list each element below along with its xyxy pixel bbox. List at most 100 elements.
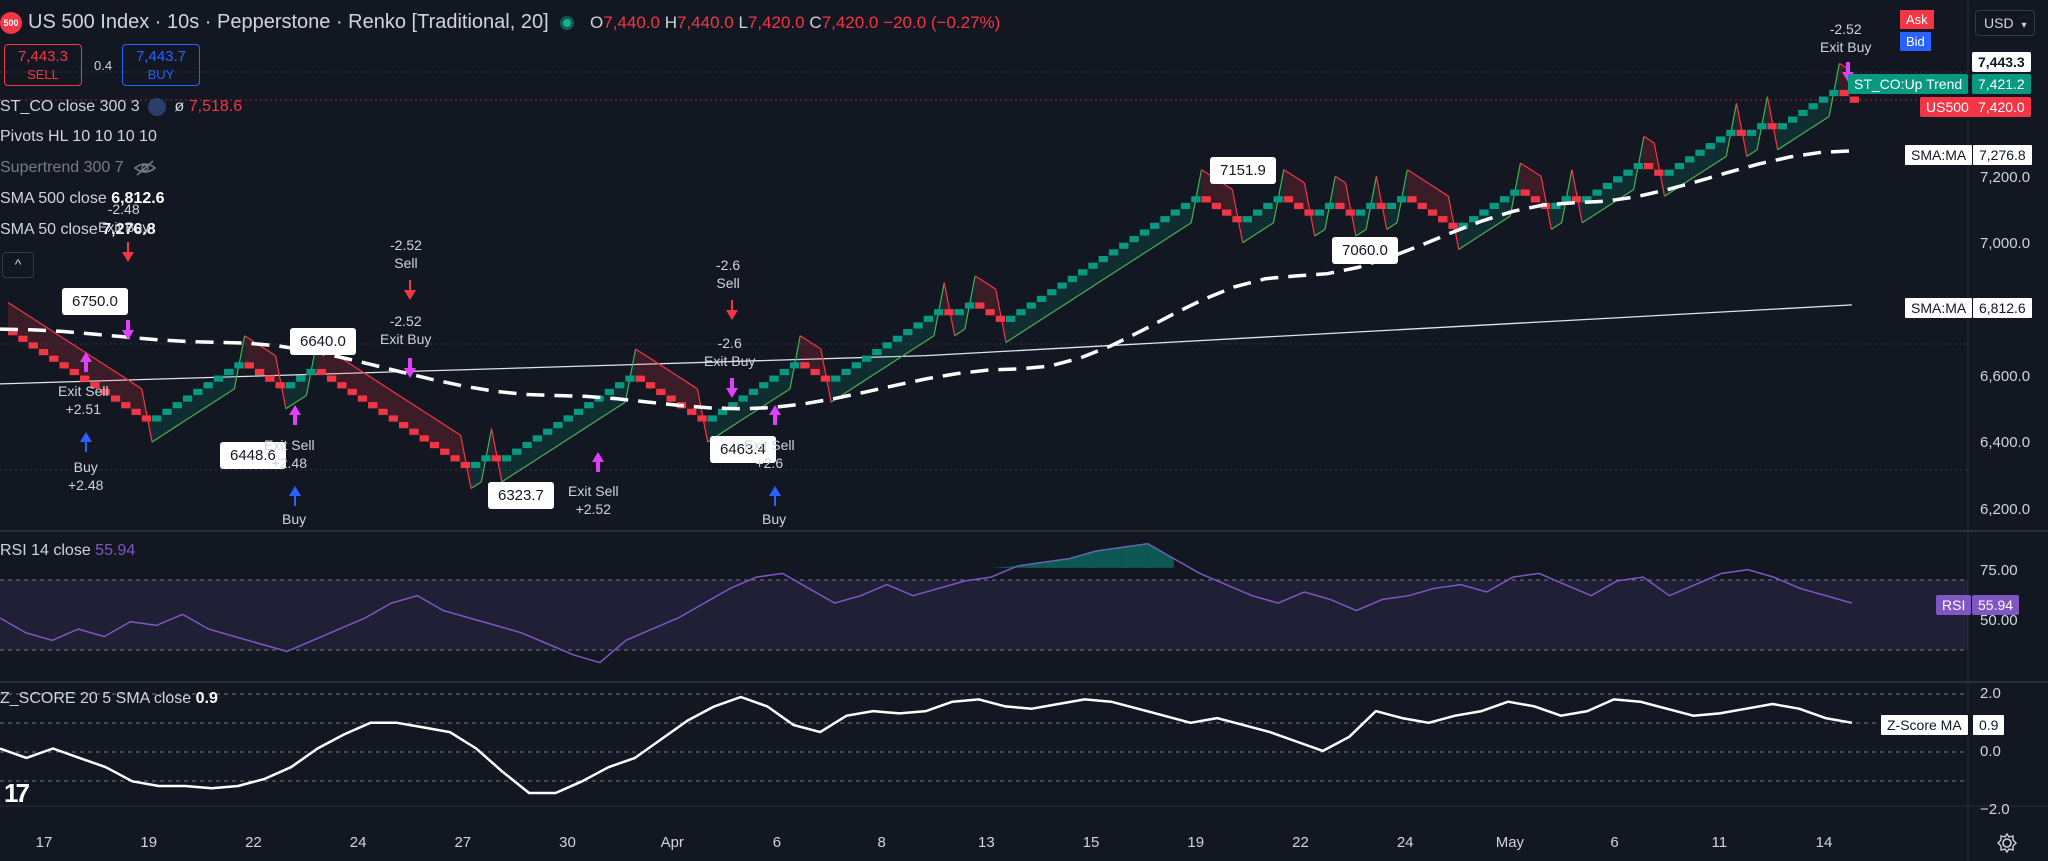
time-tick[interactable]: 22: [245, 834, 262, 851]
symbol-logo[interactable]: 500: [0, 12, 22, 34]
supertrend-fill-segment: [1407, 169, 1418, 203]
supertrend-segment: [1170, 228, 1182, 237]
renko-brick-up: [769, 375, 779, 382]
tradingview-logo-icon[interactable]: 17: [4, 778, 30, 808]
supertrend-fill-segment: [265, 348, 276, 383]
supertrend-segment: [285, 401, 297, 410]
renko-brick-up: [872, 348, 882, 356]
supertrend-fill-segment: [1530, 169, 1542, 203]
supertrend-fill-segment: [656, 362, 667, 396]
renko-brick-down: [645, 382, 656, 389]
supertrend-segment: [151, 434, 163, 443]
renko-brick-up: [1582, 196, 1592, 203]
renko-brick-down: [1427, 209, 1438, 216]
supertrend-segment: [1077, 288, 1089, 297]
zscore-pane-name: Z_SCORE 20 5 SMA close: [0, 690, 192, 707]
legend-sma500[interactable]: SMA 500 close 6,812.6: [0, 190, 165, 208]
supertrend-fill-segment: [707, 415, 718, 442]
time-tick[interactable]: 14: [1815, 834, 1833, 851]
renko-brick-down: [1736, 129, 1746, 136]
renko-brick-up: [934, 309, 944, 316]
symbol-title[interactable]: US 500 Index · 10s · Pepperstone · Renko…: [28, 11, 549, 33]
renko-brick-up: [1242, 216, 1252, 223]
supertrend-fill-segment: [18, 309, 29, 343]
time-tick[interactable]: 27: [454, 834, 472, 851]
supertrend-segment: [655, 361, 667, 370]
supertrend-fill-segment: [471, 461, 482, 489]
buy-button[interactable]: 7,443.7 BUY: [122, 44, 200, 86]
gear-icon[interactable]: [1996, 832, 2018, 854]
supertrend-segment: [532, 454, 544, 463]
currency-select[interactable]: USD ▾: [1975, 10, 2036, 36]
time-tick[interactable]: 30: [559, 834, 576, 851]
time-tick[interactable]: Apr: [660, 834, 684, 851]
renko-brick-down: [398, 422, 409, 429]
supertrend-fill-segment: [69, 342, 81, 376]
legend-st-co[interactable]: ST_CO close 300 3 ø 7,518.6: [0, 98, 242, 116]
price-tick[interactable]: 6,200.0: [1980, 501, 2031, 518]
time-tick[interactable]: 13: [978, 834, 995, 851]
supertrend-segment: [820, 348, 832, 403]
z-tick[interactable]: −2.0: [1980, 801, 2010, 818]
eye-off-icon[interactable]: [133, 160, 157, 176]
collapse-legend-button[interactable]: ^: [2, 252, 34, 278]
supertrend-fill-segment: [378, 382, 389, 416]
renko-brick-up: [1674, 162, 1685, 170]
supertrend-fill-segment: [1139, 229, 1151, 256]
supertrend-fill-segment: [1643, 136, 1655, 170]
rsi-pane-legend[interactable]: RSI 14 close 55.94: [0, 542, 135, 560]
time-tick[interactable]: 19: [1187, 834, 1205, 851]
time-tick[interactable]: 11: [1711, 834, 1728, 851]
time-tick[interactable]: 6: [772, 834, 782, 851]
supertrend-fill-segment: [1242, 216, 1253, 243]
renko-brick-up: [1479, 209, 1489, 216]
supertrend-segment: [1334, 175, 1346, 184]
z-tick[interactable]: 2.0: [1980, 685, 2001, 702]
supertrend-fill-segment: [882, 342, 893, 369]
renko-brick-up: [1561, 196, 1571, 203]
supertrend-segment: [244, 335, 256, 343]
supertrend-fill-segment: [1160, 216, 1171, 243]
supertrend-segment: [1293, 175, 1305, 184]
supertrend-fill-segment: [1108, 249, 1120, 276]
price-tick[interactable]: 6,600.0: [1980, 368, 2031, 385]
indicator-source-icon[interactable]: [148, 98, 167, 116]
rsi-tick[interactable]: 75.00: [1980, 562, 2018, 579]
renko-brick-up: [1757, 123, 1767, 130]
rsi-tick[interactable]: 50.00: [1980, 612, 2018, 629]
renko-brick-down: [100, 388, 110, 395]
time-tick[interactable]: 8: [877, 834, 886, 851]
legend-pivots[interactable]: Pivots HL 10 10 10 10: [0, 128, 157, 146]
renko-brick-up: [1078, 269, 1088, 276]
rsi-overbought-fill: [1069, 551, 1096, 568]
price-tick[interactable]: 7,200.0: [1980, 169, 2031, 186]
time-tick[interactable]: 6: [1610, 834, 1619, 851]
time-tick[interactable]: May: [1495, 834, 1525, 851]
time-tick[interactable]: 22: [1292, 834, 1309, 851]
signal-label: -2.52 Exit Buy: [1820, 21, 1872, 55]
price-tick[interactable]: 7,000.0: [1980, 235, 2031, 252]
pivot-callout: 7060.0: [1332, 237, 1398, 264]
market-status-icon[interactable]: [560, 16, 574, 30]
renko-brick-up: [954, 309, 964, 316]
legend-supertrend[interactable]: Supertrend 300 7: [0, 159, 157, 177]
time-tick[interactable]: 15: [1082, 834, 1100, 851]
renko-brick-down: [131, 408, 141, 415]
price-tick[interactable]: 6,400.0: [1980, 434, 2031, 451]
legend-sma50-value: 7,276.8: [102, 221, 156, 238]
time-tick[interactable]: 24: [1396, 834, 1414, 851]
sell-button[interactable]: 7,443.3 SELL: [4, 44, 82, 86]
time-tick[interactable]: 19: [140, 834, 158, 851]
z-tick[interactable]: 0.0: [1980, 743, 2001, 760]
supertrend-segment: [861, 375, 873, 383]
time-tick[interactable]: 17: [35, 834, 53, 851]
time-tick[interactable]: 24: [349, 834, 367, 851]
supertrend-segment: [779, 388, 791, 396]
supertrend-segment: [851, 381, 863, 390]
supertrend-fill-segment: [831, 375, 842, 403]
zscore-pane-legend[interactable]: Z_SCORE 20 5 SMA close 0.9: [0, 690, 218, 708]
supertrend-segment: [450, 428, 462, 436]
legend-sma50[interactable]: SMA 50 close 7,276.8: [0, 221, 156, 239]
supertrend-fill-segment: [635, 348, 646, 383]
